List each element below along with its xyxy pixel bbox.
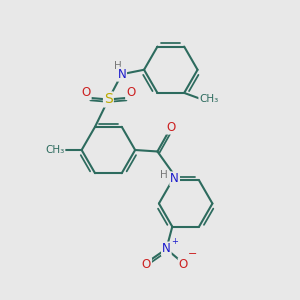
Text: −: − — [188, 249, 197, 259]
Text: +: + — [171, 237, 178, 246]
Text: S: S — [104, 92, 113, 106]
Text: N: N — [117, 68, 126, 81]
Text: O: O — [179, 258, 188, 271]
Text: O: O — [126, 86, 135, 99]
Text: CH₃: CH₃ — [45, 145, 64, 155]
Text: CH₃: CH₃ — [199, 94, 218, 104]
Text: O: O — [82, 86, 91, 99]
Text: H: H — [114, 61, 122, 71]
Text: N: N — [162, 242, 171, 256]
Text: O: O — [166, 121, 176, 134]
Text: N: N — [170, 172, 179, 185]
Text: O: O — [142, 258, 151, 271]
Text: H: H — [160, 170, 168, 180]
